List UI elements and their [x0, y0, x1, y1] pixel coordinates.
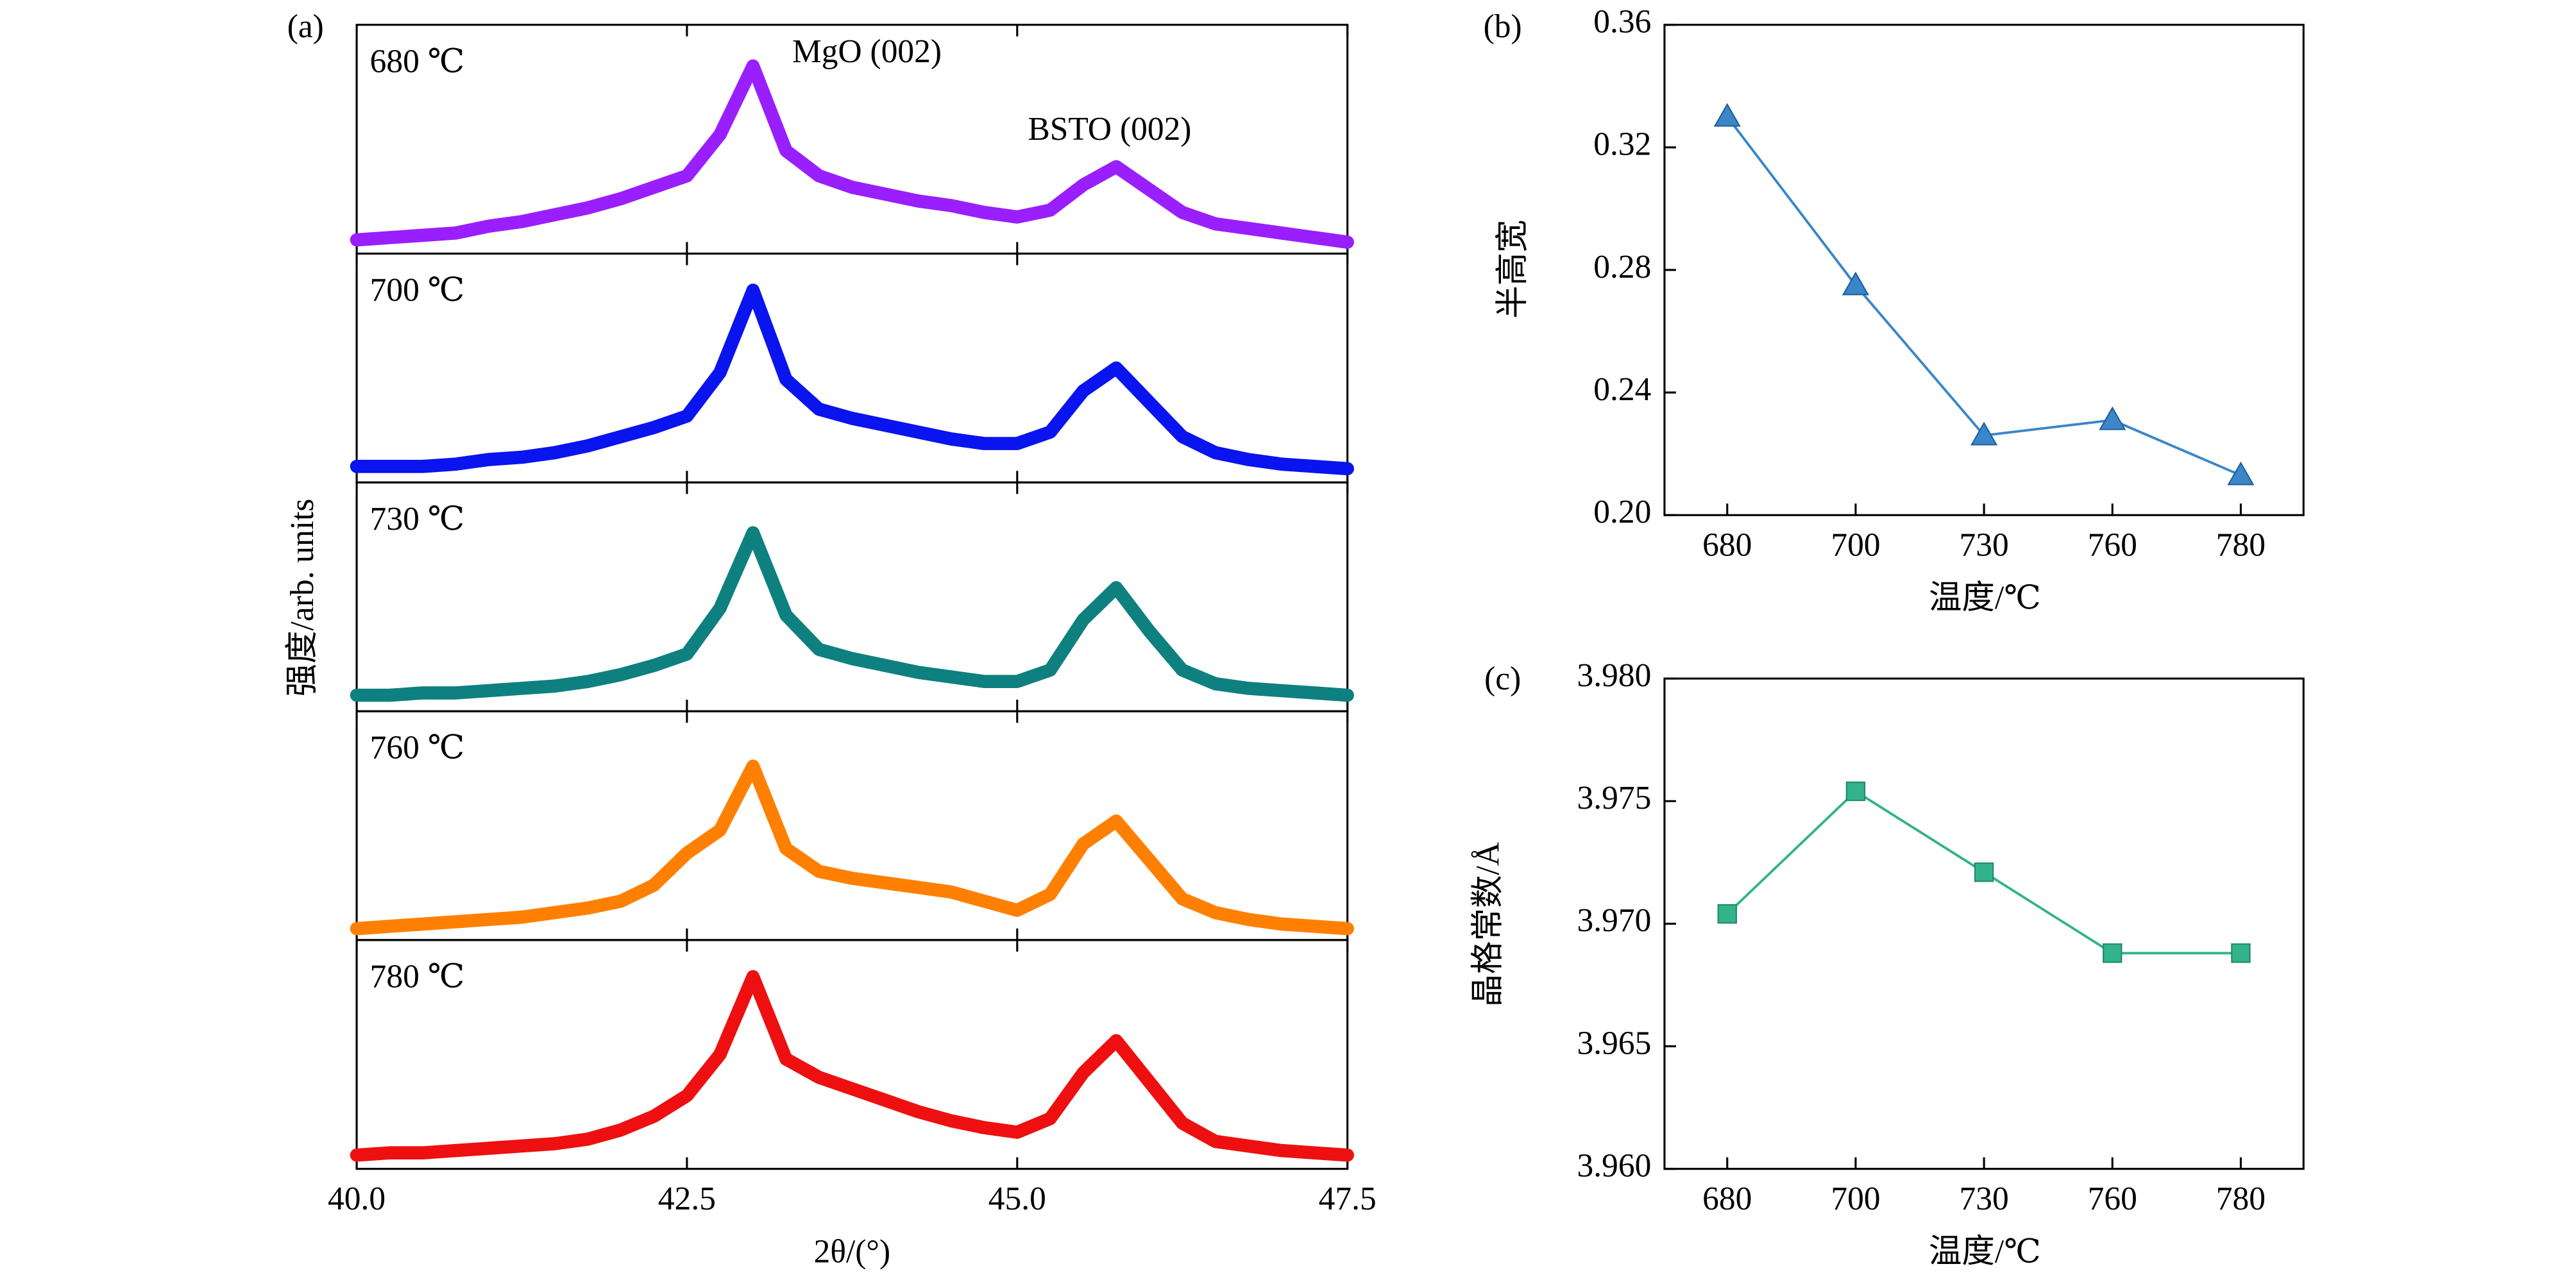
panel-label: (c) — [1484, 661, 1521, 697]
data-point — [2231, 943, 2251, 963]
data-point — [2227, 461, 2255, 485]
annotation: BSTO (002) — [1028, 111, 1191, 147]
y-axis-label: 强度/arb. units — [284, 499, 321, 697]
x-tick-label: 680 — [1702, 527, 1752, 564]
data-point — [2099, 406, 2126, 430]
y-tick-label: 3.975 — [1577, 780, 1652, 816]
panel-label: (b) — [1484, 8, 1522, 45]
x-tick-label: 760 — [2088, 527, 2137, 564]
x-tick-label: 700 — [1831, 527, 1880, 564]
y-tick-label: 0.36 — [1593, 3, 1651, 40]
plot-frame — [1663, 677, 2305, 1170]
data-point — [1974, 862, 1994, 882]
x-tick-label: 760 — [2088, 1181, 2137, 1217]
data-point — [1717, 904, 1737, 924]
x-tick-label: 780 — [2216, 1181, 2266, 1217]
y-tick-label: 0.28 — [1593, 249, 1651, 285]
xrd-curve — [350, 59, 1354, 249]
xrd-curve — [350, 759, 1354, 936]
series-label: 730 ℃ — [370, 501, 465, 537]
y-tick-label: 3.970 — [1577, 902, 1652, 939]
x-tick-label: 730 — [1959, 527, 2008, 564]
data-line — [1726, 115, 2242, 476]
y-tick-label: 3.960 — [1577, 1148, 1652, 1184]
x-tick-label: 780 — [2216, 527, 2266, 564]
y-tick-label: 0.32 — [1593, 126, 1651, 163]
data-point — [1845, 781, 1866, 802]
xrd-curve — [350, 283, 1354, 476]
x-axis-label: 温度/℃ — [1929, 580, 2041, 616]
y-axis-label: 半高宽 — [1495, 219, 1531, 318]
xrd-curve — [350, 526, 1354, 702]
x-tick-label: 40.0 — [328, 1181, 386, 1217]
x-axis-label: 2θ/(°) — [814, 1233, 891, 1270]
panel-label: (a) — [287, 8, 324, 45]
data-point — [2103, 943, 2123, 963]
x-tick-label: 700 — [1831, 1181, 1880, 1217]
x-tick-label: 42.5 — [658, 1181, 716, 1217]
subplot-frame — [355, 939, 1349, 1170]
data-point — [1842, 271, 1870, 296]
x-tick-label: 45.0 — [988, 1181, 1046, 1217]
y-tick-label: 0.24 — [1593, 371, 1651, 408]
annotation: MgO (002) — [792, 33, 942, 70]
xrd-curve — [350, 970, 1354, 1162]
data-point — [1970, 421, 1998, 446]
y-tick-label: 3.965 — [1577, 1025, 1652, 1061]
y-axis-label: 晶格常数/Å — [1470, 842, 1506, 1007]
series-label: 780 ℃ — [370, 958, 465, 995]
series-label: 680 ℃ — [370, 43, 465, 80]
x-tick-label: 47.5 — [1319, 1181, 1377, 1217]
series-label: 760 ℃ — [370, 730, 465, 766]
x-tick-label: 730 — [1959, 1181, 2008, 1217]
x-axis-label: 温度/℃ — [1929, 1233, 2041, 1270]
data-point — [1713, 103, 1741, 127]
y-tick-label: 3.980 — [1577, 657, 1652, 694]
y-tick-label: 0.20 — [1593, 494, 1651, 530]
x-tick-label: 680 — [1702, 1181, 1752, 1217]
series-label: 700 ℃ — [370, 272, 465, 308]
